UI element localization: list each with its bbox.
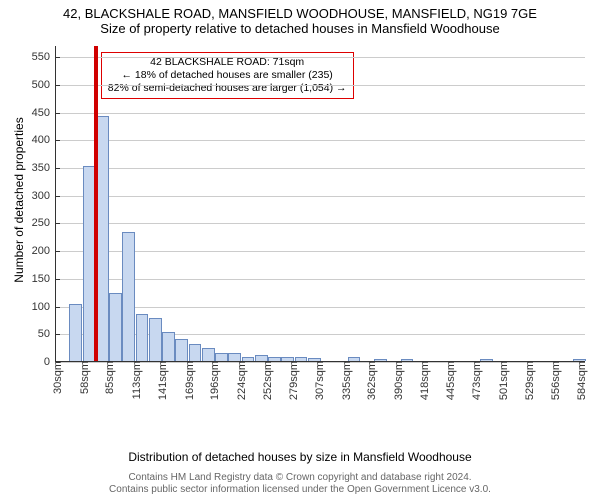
y-tick-label: 150 [32, 273, 56, 285]
y-tick-label: 350 [32, 162, 56, 174]
x-tick-label: 529sqm [520, 361, 536, 400]
histogram-bar [228, 353, 241, 361]
footer: Contains HM Land Registry data © Crown c… [0, 472, 600, 496]
y-axis-label: Number of detached properties [12, 117, 26, 282]
x-tick-label: 252sqm [258, 361, 274, 400]
x-tick-label: 224sqm [232, 361, 248, 400]
histogram-bar [122, 232, 135, 361]
footer-line-2: Contains public sector information licen… [0, 484, 600, 496]
x-tick-label: 279sqm [284, 361, 300, 400]
y-tick-label: 450 [32, 107, 56, 119]
title-line-1: 42, BLACKSHALE ROAD, MANSFIELD WOODHOUSE… [0, 6, 600, 21]
title-block: 42, BLACKSHALE ROAD, MANSFIELD WOODHOUSE… [0, 0, 600, 36]
x-tick-label: 556sqm [546, 361, 562, 400]
histogram-bar [189, 344, 202, 361]
footer-line-1: Contains HM Land Registry data © Crown c… [0, 472, 600, 484]
x-tick-label: 85sqm [100, 361, 116, 394]
marker-annotation: 42 BLACKSHALE ROAD: 71sqm ← 18% of detac… [101, 52, 354, 99]
x-tick-label: 473sqm [467, 361, 483, 400]
gridline [56, 113, 585, 114]
y-tick-label: 100 [32, 301, 56, 313]
gridline [56, 168, 585, 169]
gridline [56, 307, 585, 308]
y-tick-label: 250 [32, 217, 56, 229]
histogram-bar [149, 318, 162, 361]
x-tick-label: 362sqm [362, 361, 378, 400]
x-tick-label: 30sqm [48, 361, 64, 394]
gridline [56, 140, 585, 141]
x-tick-label: 113sqm [127, 361, 143, 399]
y-tick-label: 50 [38, 328, 56, 340]
title-line-2: Size of property relative to detached ho… [0, 21, 600, 36]
plot-region: 42 BLACKSHALE ROAD: 71sqm ← 18% of detac… [55, 46, 585, 362]
x-tick-label: 196sqm [205, 361, 221, 400]
gridline [56, 196, 585, 197]
marker-line [96, 46, 98, 361]
x-tick-label: 418sqm [415, 361, 431, 400]
x-tick-label: 445sqm [441, 361, 457, 400]
x-tick-label: 58sqm [75, 361, 91, 394]
histogram-bar [136, 314, 149, 361]
x-tick-label: 501sqm [494, 361, 510, 400]
x-axis-label: Distribution of detached houses by size … [0, 450, 600, 464]
x-tick-label: 390sqm [389, 361, 405, 400]
gridline [56, 85, 585, 86]
gridline [56, 251, 585, 252]
histogram-bar [175, 339, 188, 361]
histogram-bar [96, 116, 109, 361]
y-tick-label: 550 [32, 51, 56, 63]
histogram-bar [215, 353, 228, 361]
y-tick-label: 300 [32, 190, 56, 202]
y-tick-label: 500 [32, 79, 56, 91]
histogram-bar [202, 348, 215, 361]
chart-area: 42 BLACKSHALE ROAD: 71sqm ← 18% of detac… [55, 46, 585, 416]
histogram-bar [162, 332, 175, 361]
x-tick-label: 584sqm [572, 361, 588, 400]
x-tick-label: 169sqm [180, 361, 196, 400]
histogram-bar [69, 304, 82, 361]
gridline [56, 57, 585, 58]
y-tick-label: 200 [32, 245, 56, 257]
annotation-line-2: ← 18% of detached houses are smaller (23… [108, 69, 347, 82]
x-tick-label: 335sqm [337, 361, 353, 400]
gridline [56, 279, 585, 280]
y-tick-label: 400 [32, 134, 56, 146]
x-tick-label: 141sqm [153, 361, 169, 400]
histogram-bar [109, 293, 122, 361]
x-tick-label: 307sqm [310, 361, 326, 400]
gridline [56, 223, 585, 224]
